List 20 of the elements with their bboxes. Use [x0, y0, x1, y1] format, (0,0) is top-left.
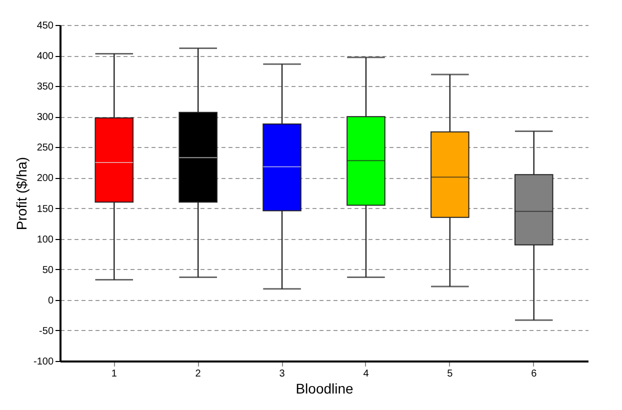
x-tick-label: 3 [279, 368, 286, 380]
y-tick-label: 200 [36, 173, 54, 184]
x-tick-label: 1 [111, 368, 118, 380]
y-tick-label: 250 [36, 142, 54, 154]
y-tick-label: 0 [48, 295, 54, 306]
y-tick-label: 450 [36, 20, 54, 32]
y-tick-label: 50 [42, 264, 54, 276]
x-tick-label: 5 [447, 368, 454, 380]
y-tick-label: 150 [36, 204, 54, 215]
y-tick-label: 100 [36, 234, 54, 246]
y-tick-label: -50 [39, 326, 54, 337]
y-axis-title: Profit ($/ha) [13, 156, 30, 230]
y-tick-label: 350 [36, 82, 54, 93]
x-tick-label: 2 [195, 368, 202, 380]
y-tick-label: 400 [36, 51, 54, 62]
x-tick-label: 4 [363, 368, 370, 380]
x-axis-title: Bloodline [296, 380, 354, 396]
y-tick-label: 300 [36, 112, 54, 124]
x-tick-label: 6 [531, 368, 538, 380]
y-tick-label: -100 [33, 356, 54, 368]
